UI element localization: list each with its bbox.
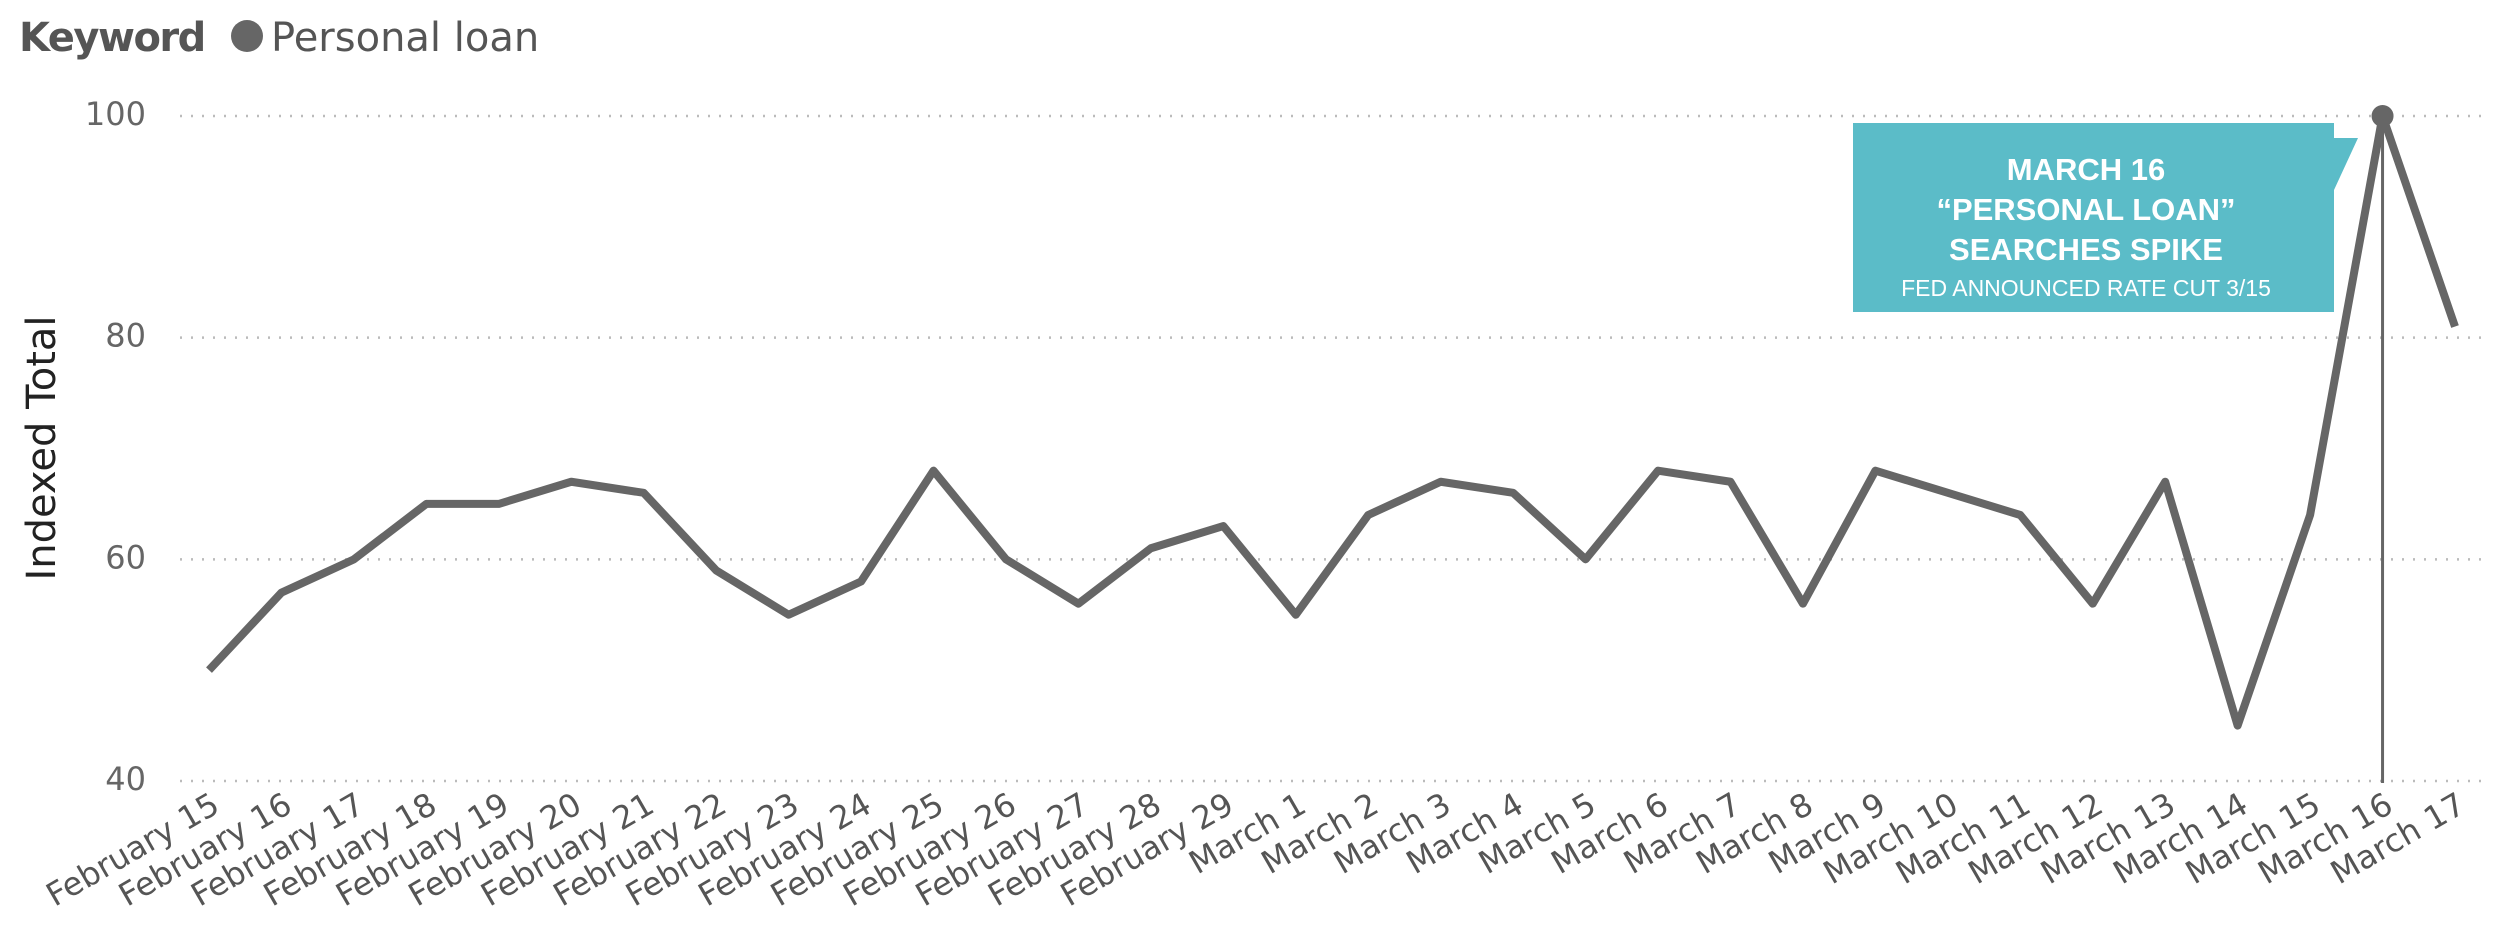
annotation-note: FED ANNOUNCED RATE CUT 3/15 xyxy=(1901,275,2271,301)
y-tick-label: 80 xyxy=(105,317,146,355)
legend-title: Keyword xyxy=(19,15,205,61)
annotation-text: MARCH 16 xyxy=(2007,152,2165,187)
data-line xyxy=(206,112,2459,730)
legend-marker xyxy=(231,20,263,52)
highlight-marker xyxy=(2371,105,2394,127)
y-tick-label: 100 xyxy=(85,95,146,133)
legend-label: Personal loan xyxy=(271,15,539,61)
annotation-box xyxy=(1853,123,2358,312)
annotation-text: SEARCHES SPIKE xyxy=(1949,232,2223,267)
y-tick-label: 60 xyxy=(105,538,146,576)
annotation-text: “PERSONAL LOAN” xyxy=(1936,192,2235,227)
y-tick-label: 40 xyxy=(105,760,146,798)
y-axis-title: Indexed Total xyxy=(19,315,65,580)
